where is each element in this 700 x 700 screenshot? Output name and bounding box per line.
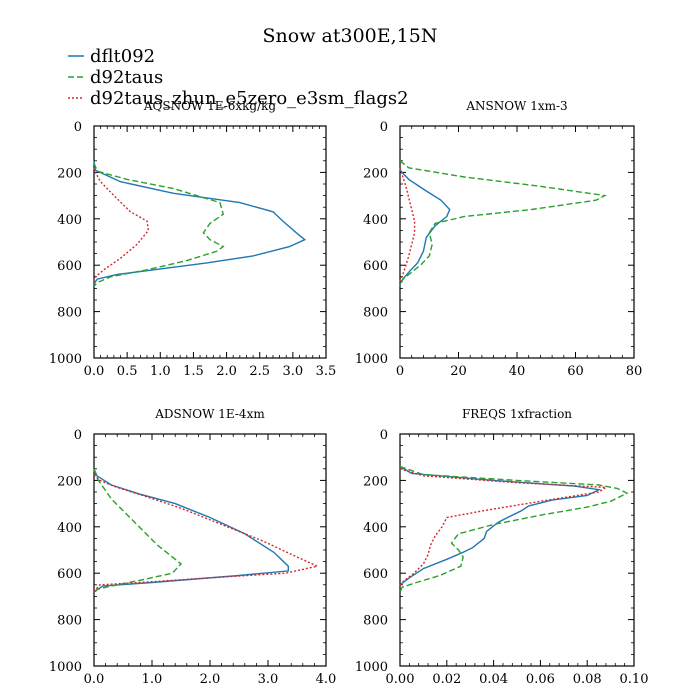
y-tick-label: 1000 (49, 352, 82, 367)
legend: dflt092 d92taus d92taus_zhun_e5zero_e3sm… (68, 46, 409, 109)
x-tick-label: 1.0 (150, 364, 171, 379)
series-line-d92taus (399, 160, 608, 287)
x-tick-label: 2.0 (200, 672, 221, 687)
y-tick-label: 200 (363, 474, 388, 489)
y-tick-label: 1000 (355, 660, 388, 675)
y-tick-label: 0 (380, 428, 388, 443)
x-tick-label: 2.0 (216, 364, 237, 379)
plot-frame (93, 433, 327, 667)
x-tick-label: 80 (626, 364, 643, 379)
x-tick-label: 0.04 (479, 672, 508, 687)
chart-panels: AQSNOW 1E-6xkg/kg 0.0 0.5 1.0 1.5 2.0 2.5 3.0 3.… (49, 99, 649, 687)
plot-frame (399, 433, 635, 667)
panel-title: AQSNOW 1E-6xkg/kg (143, 99, 277, 113)
legend-label-d92taus: d92taus (90, 67, 163, 88)
y-tick-label: 400 (363, 213, 388, 228)
x-tick-label: 3.0 (258, 672, 279, 687)
legend-label-d92taus-zhun: d92taus_zhun_e5zero_e3sm_flags2 (90, 88, 409, 109)
x-tick-label: 2.5 (249, 364, 270, 379)
y-tick-label: 800 (57, 306, 82, 321)
y-tick-label: 600 (57, 259, 82, 274)
x-tick-label: 0 (396, 364, 404, 379)
y-tick-label: 600 (363, 259, 388, 274)
series-line-d92taus (399, 465, 629, 593)
x-tick-label: 60 (567, 364, 584, 379)
x-tick-label: 0.02 (432, 672, 461, 687)
y-tick-label: 800 (57, 614, 82, 629)
figure-title: Snow at300E,15N (263, 25, 438, 47)
x-tick-label: 3.5 (316, 364, 337, 379)
x-tick-label: 0.00 (386, 672, 415, 687)
x-tick-label: 0.5 (117, 364, 138, 379)
y-tick-label: 200 (363, 166, 388, 181)
panel-title: ADSNOW 1E-4xm (154, 407, 265, 421)
panel-title: ANSNOW 1xm-3 (465, 99, 567, 113)
series-line-d92taus_zhun_e5zero_e3sm_flags2 (93, 474, 320, 593)
panel-4: FREQS 1xfraction 0.00 0.02 0.04 0.06 0.08 0.10… (355, 407, 649, 687)
y-tick-label: 600 (57, 567, 82, 582)
y-tick-label: 400 (57, 521, 82, 536)
y-tick-label: 0 (380, 120, 388, 135)
y-tick-label: 800 (363, 306, 388, 321)
plot-frame (93, 125, 327, 359)
y-tick-label: 200 (57, 166, 82, 181)
panel-3: ADSNOW 1E-4xm 0.0 1.0 2.0 3.0 4.0 0 200 400 600 80… (49, 407, 336, 687)
series-line-d92taus_zhun_e5zero_e3sm_flags2 (399, 167, 416, 282)
x-tick-label: 0.08 (573, 672, 602, 687)
y-tick-label: 800 (363, 614, 388, 629)
y-tick-label: 200 (57, 474, 82, 489)
x-tick-label: 0.0 (84, 364, 105, 379)
x-tick-label: 20 (450, 364, 467, 379)
series-line-d92taus_zhun_e5zero_e3sm_flags2 (93, 167, 150, 282)
series-line-dflt092 (399, 465, 602, 586)
y-tick-label: 0 (74, 120, 82, 135)
y-tick-label: 400 (57, 213, 82, 228)
x-tick-label: 0.06 (526, 672, 555, 687)
series-line-dflt092 (399, 169, 451, 285)
x-tick-label: 0.0 (84, 672, 105, 687)
legend-label-dflt092: dflt092 (90, 46, 155, 67)
x-tick-label: 4.0 (316, 672, 337, 687)
series-line-d92taus_zhun_e5zero_e3sm_flags2 (399, 468, 609, 586)
y-tick-label: 600 (363, 567, 388, 582)
y-tick-label: 1000 (355, 352, 388, 367)
panel-title: FREQS 1xfraction (462, 407, 572, 421)
x-tick-label: 40 (509, 364, 526, 379)
panel-1: AQSNOW 1E-6xkg/kg 0.0 0.5 1.0 1.5 2.0 2.5 3.0 3.… (49, 99, 336, 379)
series-line-d92taus (93, 469, 183, 595)
plot-frame (399, 125, 635, 359)
series-line-dflt092 (93, 468, 289, 593)
x-tick-label: 0.10 (620, 672, 649, 687)
series-line-d92taus (93, 162, 225, 287)
y-tick-label: 400 (363, 521, 388, 536)
x-tick-label: 1.5 (183, 364, 204, 379)
y-tick-label: 0 (74, 428, 82, 443)
y-tick-label: 1000 (49, 660, 82, 675)
x-tick-label: 3.0 (283, 364, 304, 379)
x-tick-label: 1.0 (142, 672, 163, 687)
